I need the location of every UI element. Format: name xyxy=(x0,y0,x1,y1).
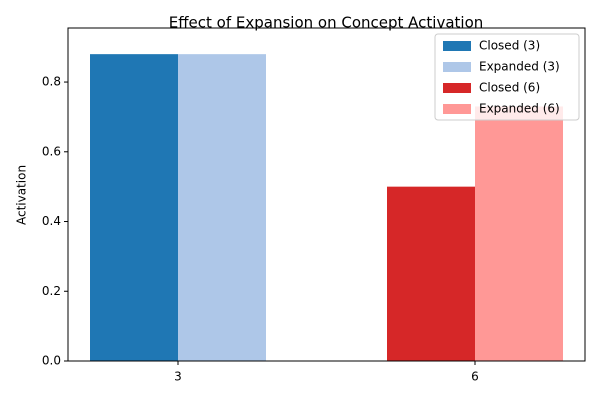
y-tick-label: 0.6 xyxy=(42,144,61,158)
legend-swatch xyxy=(443,62,471,72)
x-tick-label: 6 xyxy=(471,370,479,384)
x-tick-label: 3 xyxy=(174,370,182,384)
legend-label: Closed (3) xyxy=(479,39,540,53)
bar xyxy=(178,54,266,362)
y-tick-label: 0.0 xyxy=(42,354,61,368)
legend-swatch xyxy=(443,41,471,51)
y-tick-label: 0.4 xyxy=(42,214,61,228)
y-tick-label: 0.2 xyxy=(42,284,61,298)
chart-title: Effect of Expansion on Concept Activatio… xyxy=(169,14,484,32)
legend-label: Expanded (6) xyxy=(479,102,560,116)
legend-label: Closed (6) xyxy=(479,81,540,95)
bar xyxy=(90,54,178,362)
legend-swatch xyxy=(443,104,471,114)
bar xyxy=(387,186,475,361)
legend-label: Expanded (3) xyxy=(479,60,560,74)
y-axis-label: Activation xyxy=(15,165,29,225)
legend-swatch xyxy=(443,83,471,93)
legend-box xyxy=(434,33,580,121)
plot-frame xyxy=(67,27,586,362)
bar xyxy=(475,106,563,361)
y-tick-label: 0.8 xyxy=(42,75,61,89)
